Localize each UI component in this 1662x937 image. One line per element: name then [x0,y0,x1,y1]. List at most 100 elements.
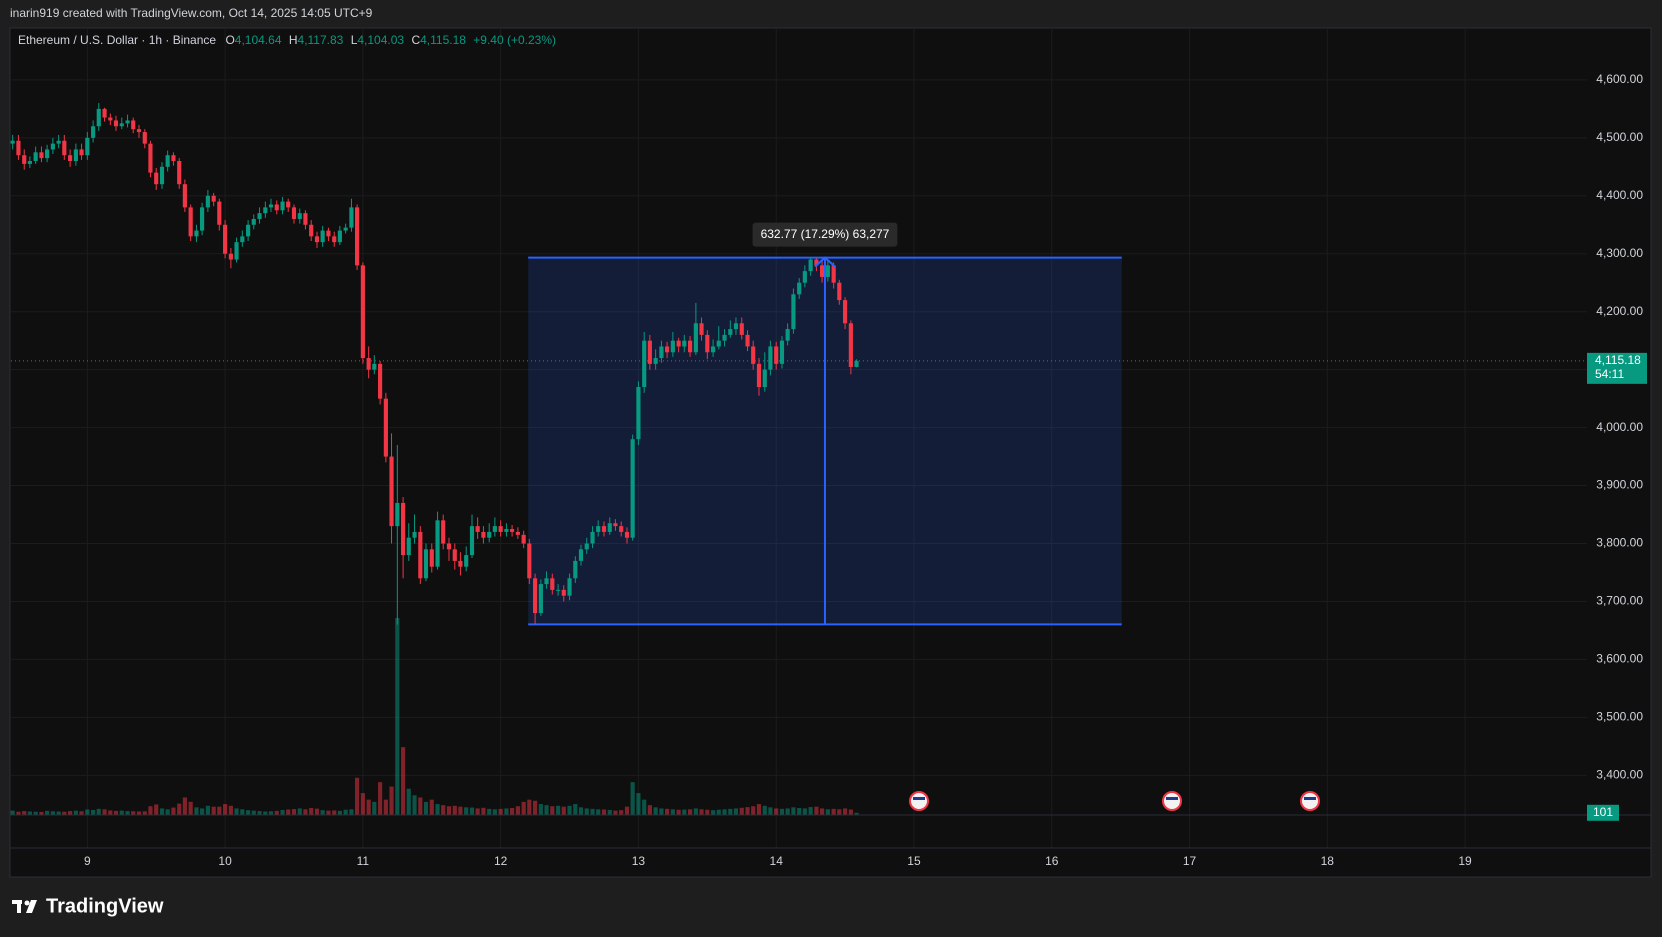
volume-bar [50,811,55,815]
volume-bar [418,797,423,815]
volume-bar [521,801,526,815]
candle-body [711,346,716,353]
candle-body [257,213,262,219]
candle-body [366,358,371,370]
volume-bar [716,809,721,815]
volume-bar [274,810,279,815]
footer-logo[interactable]: TradingView [12,895,164,917]
candle-body [601,526,607,532]
marks: 632.77 (17.29%) 63,277 [10,103,1587,815]
candle-body [211,195,216,202]
volume-bar [343,809,348,815]
candle-body [200,207,205,231]
volume-bar [62,811,67,815]
candle-body [165,155,170,167]
legend-key: O [225,33,234,47]
event-icon[interactable] [909,791,929,811]
candle-body [498,526,503,532]
volume-bar [211,806,216,815]
volume-bar [624,806,630,815]
candle-body [136,129,142,133]
volume-bar [171,807,176,815]
candle-body [584,543,589,550]
candle-body [412,531,417,538]
candle-body [10,140,15,144]
candle-body [762,369,767,388]
volume-bar [309,807,314,815]
candle-body [636,387,641,440]
volume-bar [693,808,698,815]
x-tick-label: 18 [1321,854,1335,868]
candle-body [389,456,394,527]
volume-bar [630,782,635,815]
volume-bar [515,806,520,815]
candle-body [556,589,561,591]
candle-body [544,578,549,585]
volume-bar [108,810,113,815]
candle-body [819,265,825,277]
x-tick-label: 15 [907,854,921,868]
legend-value: 4,115.18 [420,33,466,47]
volume-bar [148,806,153,815]
candle-body [670,340,675,353]
candle-body [785,329,790,341]
candle-body [791,294,796,330]
volume-bar [320,810,325,815]
legend-value: 4,104.64 [235,33,282,47]
legend-key: L [351,33,358,47]
event-icon-flag [1304,797,1316,800]
volume-bar [774,808,779,815]
candle-body [91,126,96,138]
volume-bar [406,788,411,815]
volume-bar [68,811,73,815]
candle-body [458,560,463,567]
volume-label: 101 [1593,805,1613,819]
candle-body [378,363,383,399]
volume-bar [739,807,744,815]
candle-body [469,526,475,556]
measure-label: 632.77 (17.29%) 63,277 [761,227,890,241]
volume-bar [538,804,543,815]
volume-bar [45,810,50,815]
candle-body [22,155,27,164]
candle-body [825,265,830,277]
candle-body [291,207,297,219]
y-tick-label: 3,400.00 [1596,767,1643,781]
candle-body [39,152,44,159]
candle-body [194,230,199,237]
candle-body [148,143,153,173]
candle-body [383,398,388,457]
candle-body [659,346,664,359]
volume-bar [177,803,182,815]
volume-bar [814,806,819,815]
volume-bar [337,810,342,815]
candle-body [716,340,721,347]
volume-bar [188,801,193,815]
candle-body [177,161,182,185]
candle-body [705,334,710,353]
candle-body [647,340,652,364]
candle-body [349,207,354,228]
candle-body [814,259,819,266]
volume-bar [728,808,733,815]
candle-body [280,201,285,211]
candle-body [125,120,130,124]
event-icon[interactable] [1162,791,1182,811]
volume-bar [102,809,107,815]
candle-body [401,502,406,556]
volume-bar [670,809,675,815]
candle-body [797,282,802,295]
volume-bar [291,809,297,815]
volume-bar [423,801,429,815]
candle-body [848,323,853,367]
candle-body [492,526,497,532]
volume-bar [636,793,641,815]
candle-body [268,204,274,208]
candle-body [309,224,314,237]
event-icon[interactable] [1300,791,1320,811]
candle-body [808,259,813,272]
candle-body [728,329,733,335]
candle-body [768,346,773,370]
volume-bar [487,808,492,815]
legend-key: H [289,33,298,47]
